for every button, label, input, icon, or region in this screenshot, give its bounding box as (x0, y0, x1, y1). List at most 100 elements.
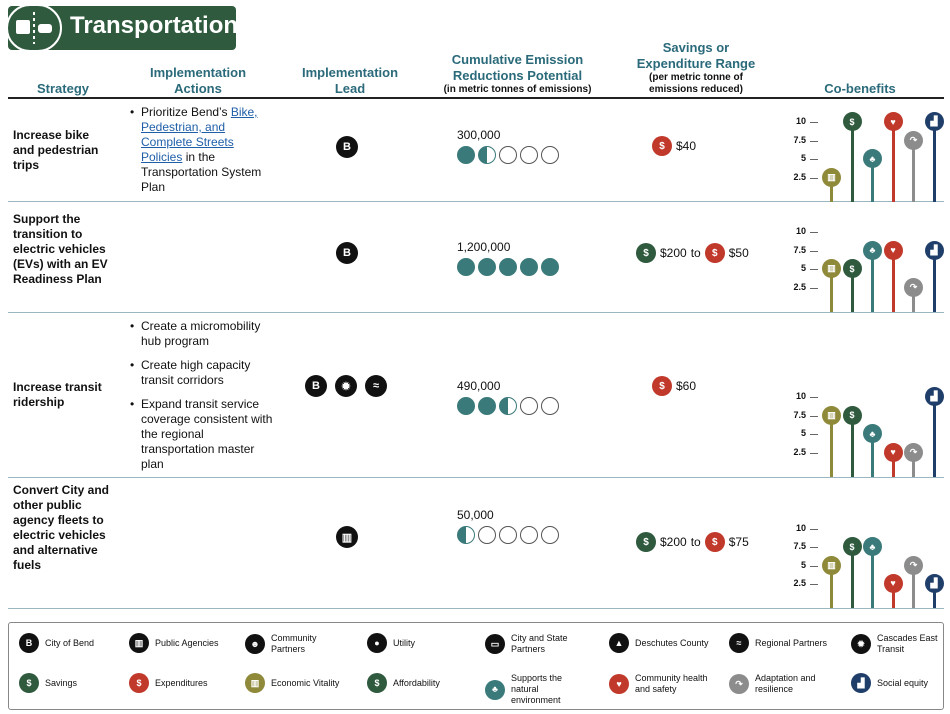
lead-icons: B (336, 242, 358, 264)
emission-dot (457, 526, 475, 544)
tick-mark (810, 583, 818, 585)
community-health-icon: ♥ (883, 442, 903, 462)
savings-value: $200 (660, 246, 687, 260)
economic-vitality-icon: ▥ (822, 259, 841, 278)
tick-label: 7.5 (793, 409, 806, 420)
adaptation-icon: ↷ (904, 277, 923, 297)
tick-mark (810, 269, 818, 270)
tick-label: 7.5 (793, 134, 806, 145)
emission-dots (457, 397, 559, 415)
cobenefit-chart: 10 7.5 5 2.5 ▥ $ ♣ ♥ ↷ ▟ (782, 381, 947, 477)
tick-mark (810, 250, 818, 252)
cobenefit-pin-social-equity: ▟ (924, 112, 944, 202)
legend-item: ▥ Public Agencies (129, 633, 229, 653)
legend-item: $ Savings (19, 673, 119, 693)
emission-dots (457, 526, 559, 544)
action-item: Prioritize Bend’s Bike, Pedestrian, and … (128, 105, 278, 195)
action-text: in the Transportation System Plan (141, 150, 262, 194)
community-partners-icon: ☻ (245, 634, 265, 654)
legend-label: Expenditures (155, 677, 208, 688)
range-separator: to (690, 535, 701, 549)
social-equity-icon: ▟ (924, 387, 944, 406)
deschutes-county-icon: ▲ (609, 633, 629, 653)
tick-label: 7.5 (793, 244, 806, 255)
lead-icons: B ✹ ≈ (305, 375, 387, 397)
expenditure-value: $40 (676, 139, 697, 153)
cobenefit-chart: 10 7.5 5 2.5 ▥ $ ♣ ♥ ↷ ▟ (782, 216, 947, 312)
cobenefit-pin-adaptation: ↷ (904, 442, 923, 477)
legend-label: City of Bend (45, 637, 95, 648)
community-health-icon: ♥ (609, 674, 629, 694)
regional-partners-icon: ≈ (729, 633, 749, 653)
emission-dot (541, 526, 559, 544)
tick-mark (810, 159, 818, 160)
cobenefit-pin-adaptation: ↷ (904, 130, 923, 202)
action-item: Create high capacity transit corridors (128, 358, 278, 388)
savings-range: $ $200 to $ $75 (636, 532, 749, 552)
actions-list: Create a micromobility hub program Creat… (128, 319, 278, 481)
emission-dot (541, 146, 559, 164)
section-title: Transportation (70, 12, 239, 39)
affordability-icon: $ (842, 405, 862, 425)
economic-vitality-icon: ▥ (822, 405, 841, 425)
emission-dot (457, 397, 475, 415)
lead-icons: ▥ (336, 526, 358, 548)
emission-dot (520, 397, 538, 415)
legend-label: Community health and safety (635, 673, 708, 694)
tick-label: 7.5 (793, 541, 806, 552)
cobenefit-pin-affordability: $ (842, 405, 862, 477)
tick-mark (810, 397, 818, 398)
action-item: Create a micromobility hub program (128, 319, 278, 349)
tick-label: 10 (795, 391, 806, 401)
tick-label: 10 (795, 226, 806, 236)
economic-vitality-icon: ▥ (245, 673, 265, 693)
tick-mark (810, 565, 818, 567)
legend-label: Supports the natural environment (511, 673, 563, 705)
legend-label: Deschutes County (635, 637, 709, 648)
legend-label: Utility (393, 637, 415, 648)
legend-item: ✹ Cascades East Transit (851, 633, 950, 655)
expenditures-icon: $ (129, 673, 149, 693)
header-savings-sub: (per metric tonne of emissions reduced) (649, 72, 743, 95)
legend-item: $ Affordability (367, 673, 467, 693)
tick-label: 5 (800, 153, 806, 163)
legend-label: Economic Vitality (271, 677, 340, 688)
cobenefit-pin-economic-vitality: ▥ (822, 167, 841, 202)
legend-item: ♥ Community health and safety (609, 673, 709, 695)
tick-mark (810, 434, 818, 435)
social-equity-icon: ▟ (924, 240, 944, 260)
affordability-icon: $ (842, 112, 862, 131)
natural-environment-icon: ♣ (863, 537, 882, 557)
emission-value: 1,200,000 (457, 240, 511, 254)
social-equity-icon: ▟ (924, 112, 944, 131)
legend-item: B City of Bend (19, 633, 119, 653)
emission-dot (457, 258, 475, 276)
social-equity-icon: ▟ (924, 573, 944, 593)
savings-value: $200 (660, 535, 687, 549)
expenditures-icon: $ (704, 532, 725, 552)
cobenefit-pin-community-health: ♥ (883, 573, 903, 608)
tick-mark (810, 547, 818, 549)
legend-label: Social equity (877, 677, 929, 688)
cobenefit-pin-community-health: ♥ (883, 442, 903, 477)
header-emission-sub: (in metric tonnes of emissions) (443, 84, 592, 95)
emission-dot (541, 397, 559, 415)
range-separator: to (690, 246, 701, 260)
savings-icon: $ (636, 532, 656, 552)
actions-list: Prioritize Bend’s Bike, Pedestrian, and … (128, 105, 278, 204)
emission-dots (457, 258, 559, 276)
header-emission: Cumulative Emission Reductions Potential… (430, 52, 605, 96)
legend: B City of Bend ▥ Public Agencies ☻ Community … (8, 622, 944, 710)
header-divider (8, 97, 944, 99)
row-divider (8, 477, 944, 478)
city-of-bend-icon: B (336, 242, 358, 264)
tick-mark (810, 529, 818, 530)
header-emission-title: Cumulative Emission Reductions Potential (451, 52, 584, 83)
emission-dot (478, 258, 496, 276)
community-health-icon: ♥ (883, 112, 903, 131)
cobenefit-pin-community-health: ♥ (883, 112, 903, 202)
header-savings-title: Savings or Expenditure Range (636, 40, 756, 71)
savings-icon: $ (19, 673, 39, 693)
emission-dot (478, 146, 496, 164)
policy-link[interactable]: Bike, Pedestrian, and Complete Streets P… (141, 105, 258, 164)
